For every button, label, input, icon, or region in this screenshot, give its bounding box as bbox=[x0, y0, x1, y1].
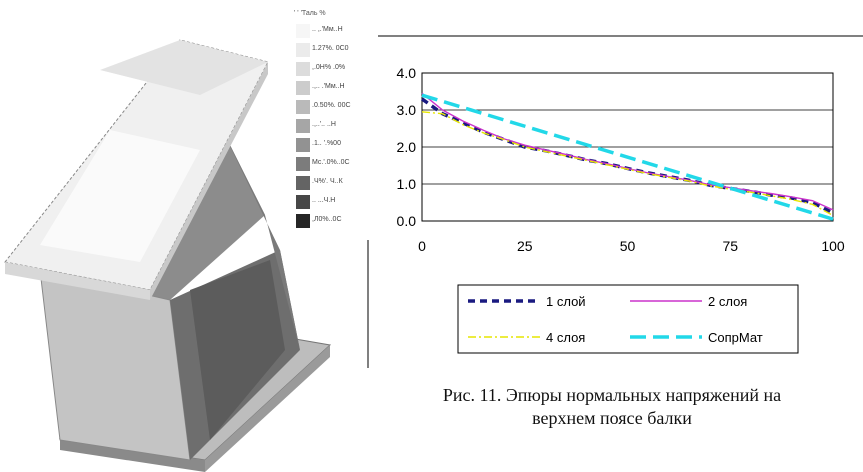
x-tick-label: 75 bbox=[722, 238, 738, 254]
scale-label: .,..'.. ..Н bbox=[312, 121, 336, 128]
beam-contour-plot bbox=[4, 39, 332, 472]
y-tick-label: 2.0 bbox=[397, 139, 417, 155]
scale-swatch bbox=[296, 62, 310, 76]
y-tick-label: 1.0 bbox=[397, 176, 417, 192]
scale-swatch bbox=[296, 24, 310, 38]
scale-label: .0.50%. 00C bbox=[312, 102, 351, 109]
caption-line-1: Рис. 11. Эпюры нормальных напряжений на bbox=[442, 385, 782, 405]
scale-label: .. ,.'Мм..Н bbox=[312, 26, 343, 33]
scale-label: .1.. '.%00 bbox=[312, 140, 341, 147]
series-line bbox=[421, 111, 834, 217]
scale-label: Мс.'.0%..0С bbox=[312, 159, 350, 166]
series-line bbox=[421, 92, 834, 211]
legend-label: 4 слоя bbox=[546, 330, 585, 345]
scale-swatch bbox=[296, 195, 310, 209]
legend-box bbox=[457, 284, 799, 354]
scale-swatch bbox=[296, 81, 310, 95]
scale-label: ,Л0%..0С bbox=[312, 216, 342, 223]
x-tick-label: 0 bbox=[418, 238, 426, 254]
scale-label: .,.. .'Мм..Н bbox=[312, 83, 345, 90]
x-tick-label: 100 bbox=[821, 238, 845, 254]
scale-swatch bbox=[296, 157, 310, 171]
scale-swatch bbox=[296, 214, 310, 228]
scale-swatch bbox=[296, 138, 310, 152]
x-tick-label: 50 bbox=[620, 238, 636, 254]
chart-grid bbox=[421, 72, 834, 222]
tick-labels: 0.0 1.0 2.0 3.0 4.0 0 25 50 75 100 bbox=[397, 65, 845, 254]
legend-label: СопрМат bbox=[708, 330, 763, 345]
scale-swatch bbox=[296, 43, 310, 57]
figure-caption: Рис. 11. Эпюры нормальных напряжений на … bbox=[372, 384, 852, 430]
series-layer bbox=[420, 92, 834, 221]
scale-swatch bbox=[296, 119, 310, 133]
scale-label: .. ...Ч.Н bbox=[312, 197, 336, 204]
scale-label: 1.27%. 0C0 bbox=[312, 45, 349, 52]
y-tick-label: 3.0 bbox=[397, 102, 417, 118]
x-tick-label: 25 bbox=[517, 238, 533, 254]
y-tick-label: 4.0 bbox=[397, 65, 417, 81]
caption-line-2: верхнем поясе балки bbox=[532, 408, 692, 428]
scale-label: .Ч%'. Ч..К bbox=[312, 178, 343, 185]
scale-swatch bbox=[296, 100, 310, 114]
scale-label: ,.0Н% .0% bbox=[312, 64, 346, 71]
y-tick-label: 0.0 bbox=[397, 213, 417, 229]
series-line bbox=[421, 93, 834, 221]
legend-label: 1 слой bbox=[546, 294, 586, 309]
scale-swatch bbox=[296, 176, 310, 190]
legend-label: 2 слоя bbox=[708, 294, 747, 309]
legend-items: 1 слой 2 слоя 4 слоя СопрМат bbox=[468, 294, 763, 345]
scale-title: ' ' 'Таль % bbox=[294, 10, 326, 17]
